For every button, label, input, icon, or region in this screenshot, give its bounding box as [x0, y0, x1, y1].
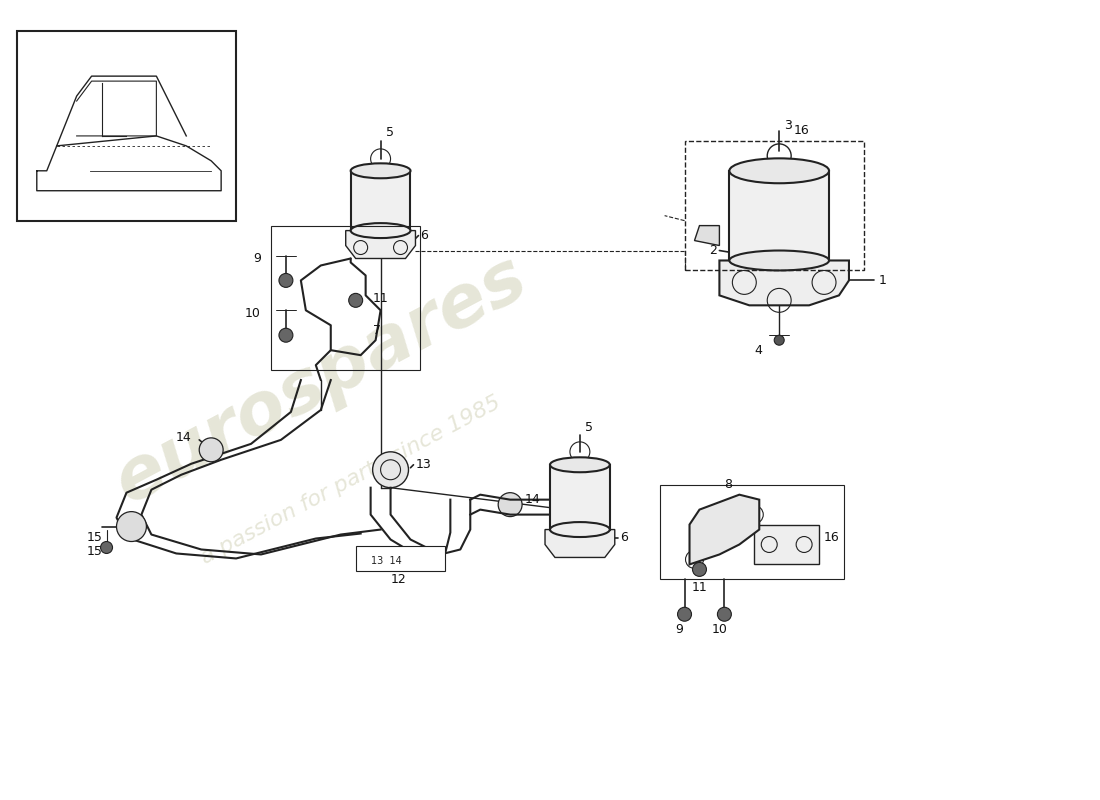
Ellipse shape	[351, 163, 410, 178]
Text: 6: 6	[619, 531, 628, 544]
Text: 12: 12	[390, 573, 406, 586]
Circle shape	[693, 562, 706, 576]
Circle shape	[117, 512, 146, 542]
Bar	[16, 31, 236, 221]
Polygon shape	[755, 525, 820, 565]
Ellipse shape	[729, 158, 829, 183]
Ellipse shape	[351, 223, 410, 238]
Text: eurospares: eurospares	[103, 242, 539, 518]
Circle shape	[678, 607, 692, 622]
Text: 4: 4	[755, 344, 762, 357]
Text: 15: 15	[87, 545, 102, 558]
Text: 9: 9	[253, 252, 261, 265]
Text: 3: 3	[784, 119, 792, 133]
Polygon shape	[690, 494, 759, 565]
Text: 16: 16	[824, 531, 839, 544]
Circle shape	[199, 438, 223, 462]
Bar	[355, 546, 446, 571]
Text: 13  14: 13 14	[371, 557, 402, 566]
Ellipse shape	[729, 250, 829, 270]
Text: 14: 14	[525, 493, 541, 506]
Text: 8: 8	[725, 478, 733, 491]
Circle shape	[373, 452, 408, 488]
Circle shape	[717, 607, 732, 622]
Polygon shape	[550, 465, 609, 530]
Text: 10: 10	[712, 622, 727, 636]
Bar	[660, 485, 844, 579]
Circle shape	[774, 335, 784, 345]
Circle shape	[279, 274, 293, 287]
Circle shape	[748, 225, 760, 237]
Text: 6: 6	[420, 229, 428, 242]
Text: a passion for parts since 1985: a passion for parts since 1985	[198, 392, 504, 567]
Circle shape	[279, 328, 293, 342]
Ellipse shape	[550, 458, 609, 472]
Polygon shape	[345, 230, 416, 258]
Polygon shape	[719, 261, 849, 306]
Polygon shape	[694, 226, 719, 246]
Polygon shape	[351, 170, 410, 230]
Text: 11: 11	[692, 581, 707, 594]
Circle shape	[100, 542, 112, 554]
Polygon shape	[729, 170, 829, 261]
Text: 5: 5	[386, 126, 394, 139]
Text: 11: 11	[373, 292, 388, 305]
Text: 5: 5	[585, 422, 593, 434]
Text: 14: 14	[176, 431, 191, 444]
Bar	[684, 141, 864, 270]
Polygon shape	[544, 530, 615, 558]
Text: 2: 2	[710, 244, 717, 257]
Circle shape	[749, 250, 759, 261]
Text: 15: 15	[87, 531, 102, 544]
Ellipse shape	[550, 522, 609, 537]
Text: 10: 10	[245, 307, 261, 320]
Text: 7: 7	[373, 324, 381, 337]
Circle shape	[498, 493, 522, 517]
Text: 16: 16	[794, 125, 810, 138]
Text: 9: 9	[675, 622, 683, 636]
Circle shape	[349, 294, 363, 307]
Text: 1: 1	[879, 274, 887, 287]
Text: 13: 13	[416, 458, 431, 471]
Bar	[271, 226, 420, 370]
